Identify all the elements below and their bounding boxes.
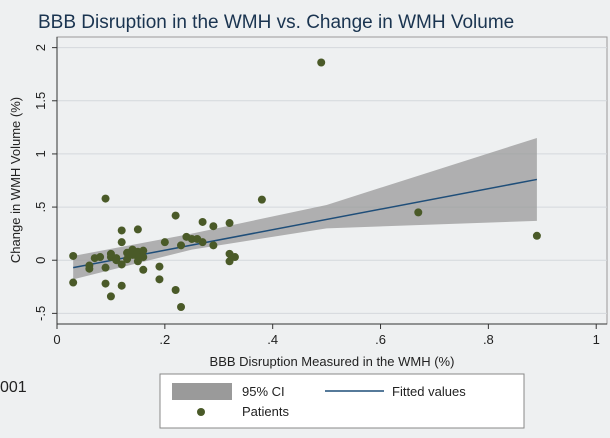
y-tick-label-3: 1 [33, 150, 48, 157]
ci-band [73, 137, 537, 280]
patient-point-16 [117, 260, 126, 269]
patient-point-34 [177, 241, 186, 250]
patient-point-13 [112, 256, 121, 265]
patient-point-30 [155, 275, 164, 284]
patient-point-42 [209, 241, 218, 250]
patient-point-25 [133, 257, 142, 266]
patient-point-47 [257, 195, 266, 204]
patient-point-10 [106, 249, 115, 258]
y-tick-label-5: 2 [33, 44, 48, 51]
patient-point-48 [317, 58, 326, 67]
x-tick-label-4: .8 [483, 332, 494, 347]
patient-point-29 [155, 262, 164, 271]
patient-point-1 [69, 278, 78, 287]
patient-point-43 [225, 219, 234, 228]
x-tick-label-3: .6 [375, 332, 386, 347]
x-tick-label-0: 0 [53, 332, 60, 347]
patient-point-50 [532, 231, 541, 240]
y-tick-label-2: .5 [33, 202, 48, 213]
patient-point-39 [198, 217, 207, 226]
y-tick-label-4: 1.5 [33, 92, 48, 110]
patient-point-15 [117, 238, 126, 247]
patient-points [69, 58, 541, 311]
legend-ci-swatch [172, 383, 232, 400]
legend-points-swatch [197, 408, 205, 416]
x-tick-label-1: .2 [159, 332, 170, 347]
y-tick-label-1: 0 [33, 257, 48, 264]
patient-point-45 [225, 257, 234, 266]
patient-point-49 [414, 208, 423, 217]
x-tick-label-5: 1 [593, 332, 600, 347]
x-axis-label: BBB Disruption Measured in the WMH (%) [210, 354, 455, 369]
patient-point-32 [171, 211, 180, 220]
y-tick-label-0: -.5 [33, 306, 48, 321]
patient-point-33 [171, 285, 180, 294]
patient-point-27 [139, 265, 148, 274]
legend: 95% CI Fitted values Patients [159, 373, 525, 429]
patient-point-3 [85, 264, 94, 273]
patient-point-24 [133, 225, 142, 234]
patient-point-41 [209, 222, 218, 231]
patient-point-0 [69, 251, 78, 260]
patient-point-8 [101, 279, 110, 288]
patient-point-31 [160, 238, 169, 247]
legend-fit-label: Fitted values [392, 384, 466, 399]
fitted-line [73, 178, 538, 269]
patient-point-28 [139, 246, 148, 255]
y-axis-label: Change in WMH Volume (%) [8, 97, 23, 263]
patient-point-7 [101, 194, 110, 203]
patient-point-46 [230, 253, 239, 262]
patient-point-6 [101, 263, 110, 272]
legend-ci-label: 95% CI [242, 384, 285, 399]
patient-point-14 [117, 226, 126, 235]
patient-point-19 [123, 255, 132, 264]
patient-point-26 [139, 253, 148, 262]
axes: -.5 0 .5 1 1.5 2 0 .2 .4 .6 .8 1 [33, 37, 607, 347]
side-text: 001 [0, 379, 27, 396]
patient-point-35 [177, 302, 186, 311]
chart-title: BBB Disruption in the WMH vs. Change in … [38, 12, 514, 33]
patient-point-11 [106, 292, 115, 301]
patient-point-5 [96, 253, 105, 262]
x-tick-label-2: .4 [267, 332, 278, 347]
legend-points-label: Patients [242, 404, 289, 419]
patient-point-17 [117, 281, 126, 290]
patient-point-40 [198, 238, 207, 247]
legend-box [159, 373, 525, 429]
